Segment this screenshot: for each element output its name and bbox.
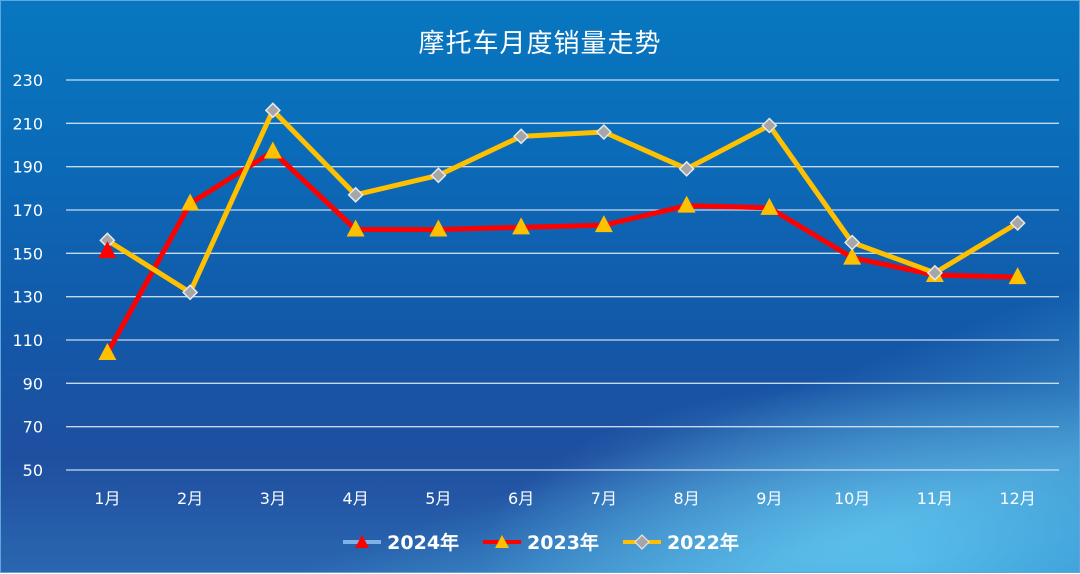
marker-diamond-2022 — [513, 128, 530, 145]
x-tick-label: 1月 — [94, 489, 120, 508]
marker-triangle-2023 — [677, 195, 696, 213]
marker-triangle-2023 — [346, 219, 365, 237]
x-tick-label: 9月 — [756, 489, 782, 508]
x-tick-label: 2月 — [177, 489, 203, 508]
y-tick-label: 150 — [12, 244, 43, 263]
marker-triangle-2023 — [181, 193, 200, 211]
y-tick-label: 210 — [12, 114, 43, 133]
marker-triangle-2023 — [594, 215, 613, 233]
chart-title: 摩托车月度销量走势 — [418, 29, 662, 59]
marker-triangle-2024 — [98, 241, 117, 259]
marker-triangle-2023 — [843, 247, 862, 265]
marker-diamond-2022 — [430, 167, 447, 184]
series-line-2023 — [105, 149, 1018, 355]
x-tick-label: 11月 — [917, 489, 953, 508]
marker-diamond-2022 — [761, 117, 778, 134]
marker-triangle-2023 — [263, 141, 282, 159]
y-tick-label: 110 — [12, 331, 43, 350]
x-tick-label: 6月 — [508, 489, 534, 508]
y-tick-label: 70 — [23, 418, 43, 437]
x-tick-label: 12月 — [999, 489, 1035, 508]
marker-triangle-2023 — [512, 217, 531, 235]
x-tick-label: 4月 — [343, 489, 369, 508]
marker-diamond-2022 — [678, 160, 695, 177]
legend-label: 2023年 — [527, 532, 599, 554]
y-tick-label: 190 — [12, 158, 43, 177]
marker-triangle-2023 — [760, 197, 779, 215]
x-tick-label: 7月 — [591, 489, 617, 508]
triangle-legend-icon — [343, 534, 382, 548]
diamond-legend-icon — [622, 533, 661, 550]
x-tick-label: 3月 — [260, 489, 286, 508]
x-tick-label: 8月 — [674, 489, 700, 508]
triangle-legend-icon — [483, 534, 522, 548]
legend-label: 2022年 — [666, 532, 739, 554]
legend-item-2022年: 2022年 — [621, 528, 739, 555]
marker-triangle-2023 — [429, 219, 448, 237]
marker-diamond-2022 — [844, 234, 861, 251]
marker-diamond-2022 — [347, 186, 364, 203]
series-line-2022 — [106, 107, 1019, 295]
marker-diamond-2022 — [264, 102, 281, 119]
marker-triangle-2023 — [1008, 267, 1027, 285]
legend-item-2024年: 2024年 — [341, 528, 459, 555]
y-tick-label: 130 — [12, 288, 43, 307]
x-tick-label: 5月 — [425, 489, 451, 508]
marker-diamond-2022 — [182, 284, 199, 301]
y-tick-label: 230 — [12, 71, 43, 90]
x-tick-label: 10月 — [834, 489, 870, 508]
chart-legend: 2024年 2023年 2022年 — [1, 528, 1079, 555]
legend-label: 2024年 — [387, 532, 460, 554]
marker-triangle-2023 — [98, 343, 117, 360]
marker-diamond-2022 — [1009, 214, 1026, 232]
y-tick-label: 50 — [23, 461, 43, 480]
marker-diamond-2022 — [926, 264, 943, 281]
y-tick-label: 90 — [23, 374, 43, 393]
legend-item-2023年: 2023年 — [481, 528, 599, 555]
marker-diamond-2022 — [595, 123, 612, 141]
y-tick-label: 170 — [12, 201, 43, 220]
